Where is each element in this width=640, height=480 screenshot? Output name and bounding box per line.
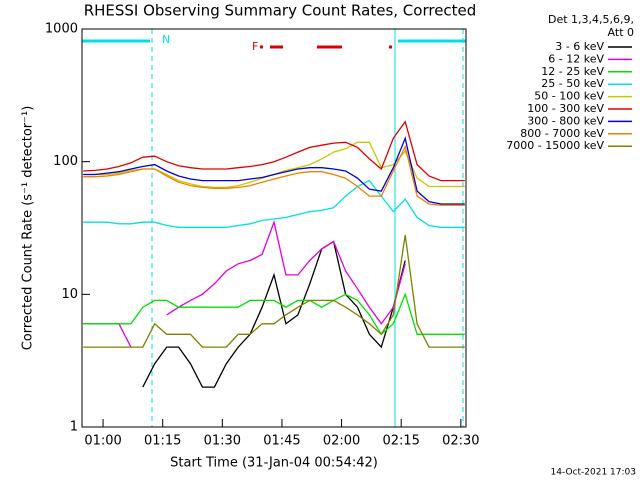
y-tick-label: 100 bbox=[53, 154, 78, 169]
x-tick-label: 01:45 bbox=[263, 434, 300, 449]
y-axis-label: Corrected Count Rate (s⁻¹ detector⁻¹) bbox=[21, 106, 36, 351]
x-axis-label: Start Time (31-Jan-04 00:54:42) bbox=[170, 456, 378, 471]
legend-title: Att 0 bbox=[608, 26, 634, 39]
series-line bbox=[83, 120, 465, 182]
x-tick-label: 01:00 bbox=[84, 434, 121, 449]
legend-label: 50 - 100 keV bbox=[534, 90, 604, 103]
legend-label: 12 - 25 keV bbox=[541, 65, 604, 78]
x-tick-label: 02:15 bbox=[382, 434, 419, 449]
series-line bbox=[83, 136, 465, 205]
y-tick-label: 1000 bbox=[45, 22, 78, 37]
annotation: F bbox=[252, 40, 258, 53]
series-line bbox=[83, 144, 465, 206]
annotation: N bbox=[162, 33, 170, 46]
y-tick-label: 1 bbox=[70, 420, 78, 435]
legend-label: 7000 - 15000 keV bbox=[506, 139, 604, 152]
series-line bbox=[83, 292, 465, 336]
legend-label: 25 - 50 keV bbox=[541, 77, 604, 90]
timestamp: 14-Oct-2021 17:03 bbox=[551, 468, 636, 478]
x-tick-label: 01:15 bbox=[144, 434, 181, 449]
y-tick-label: 10 bbox=[61, 287, 78, 302]
x-tick-label: 02:30 bbox=[442, 434, 479, 449]
x-tick-label: 01:30 bbox=[204, 434, 241, 449]
plot-frame bbox=[81, 28, 467, 428]
series-line bbox=[142, 240, 406, 388]
series-line bbox=[83, 234, 465, 348]
legend-title: Det 1,3,4,5,6,9, bbox=[548, 13, 634, 26]
series-line bbox=[83, 179, 465, 228]
legend-label: 800 - 7000 keV bbox=[520, 127, 604, 140]
legend-label: 3 - 6 keV bbox=[555, 40, 604, 53]
x-tick-label: 02:00 bbox=[323, 434, 360, 449]
chart-title: RHESSI Observing Summary Count Rates, Co… bbox=[84, 2, 477, 20]
legend-label: 6 - 12 keV bbox=[548, 52, 604, 65]
legend-label: 300 - 800 keV bbox=[527, 114, 604, 127]
series-line bbox=[83, 219, 406, 348]
legend-label: 100 - 300 keV bbox=[527, 102, 604, 115]
